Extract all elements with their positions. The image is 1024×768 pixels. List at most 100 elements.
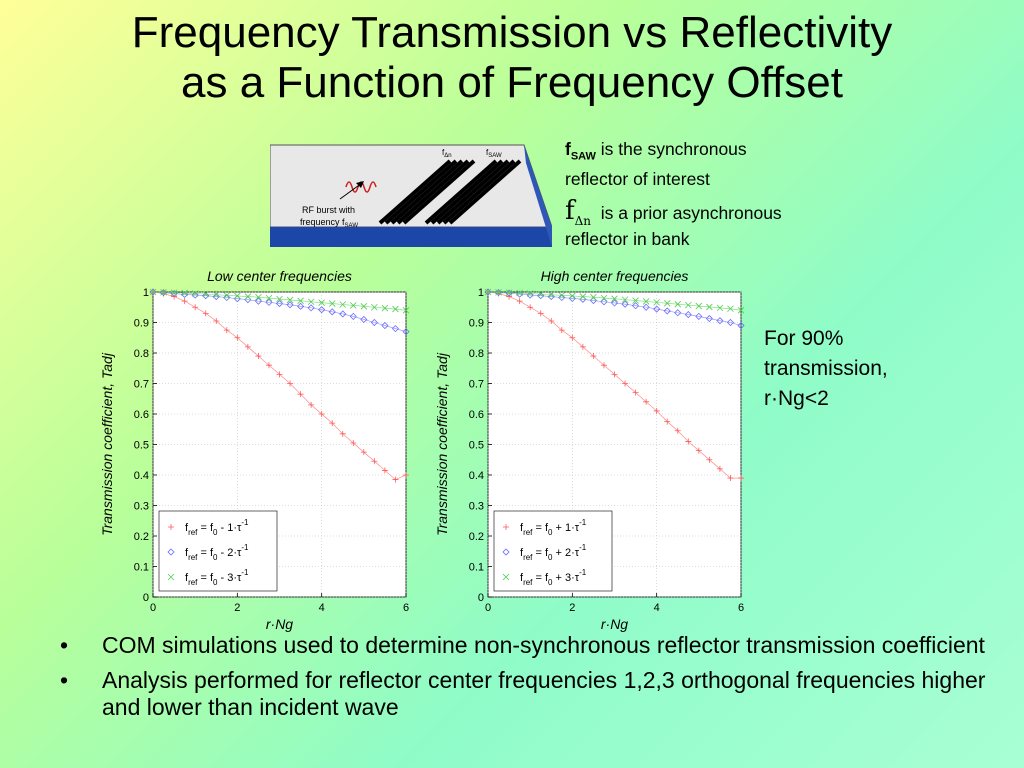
legend-part: = f <box>532 547 549 559</box>
diamond-marker <box>159 289 168 297</box>
plus-marker <box>287 380 294 387</box>
x-marker <box>160 289 167 296</box>
legend-part: -1 <box>579 518 587 527</box>
diamond-marker <box>600 298 608 306</box>
plus-marker <box>168 524 174 530</box>
rf-label-line-2: frequency fSAW <box>300 217 358 229</box>
y-tick-label: 1 <box>143 287 149 299</box>
bullet-text: COM simulations used to determine non-sy… <box>102 632 985 658</box>
diamond-marker <box>653 305 661 313</box>
x-marker <box>537 290 544 298</box>
x-marker <box>695 302 703 310</box>
plus-marker <box>537 310 544 317</box>
x-marker <box>569 292 576 300</box>
x-marker <box>590 293 597 301</box>
legend-part: 0 <box>213 578 218 587</box>
legend-part: + 2·τ <box>552 547 579 559</box>
y-tick-label: 0 <box>478 592 484 604</box>
diamond-marker <box>307 304 315 312</box>
fdn-text: is a prior asynchronous <box>600 203 782 223</box>
diamond-marker <box>632 302 640 310</box>
series-group <box>484 288 745 482</box>
x-tick-label: 4 <box>319 602 325 614</box>
diamond-marker <box>223 293 231 302</box>
chart-title: Low center frequencies <box>207 268 352 284</box>
bullet-item: • Analysis performed for reflector center… <box>60 667 1000 721</box>
y-tick-label: 0.7 <box>469 379 484 391</box>
series-group <box>149 288 410 483</box>
x-marker <box>181 289 188 297</box>
fdn-symbol: fΔn <box>565 196 591 228</box>
y-tick-label: 0.6 <box>469 409 484 421</box>
legend-part: ref <box>523 553 533 562</box>
series-line <box>487 291 742 326</box>
diamond-marker <box>494 289 503 297</box>
diamond-marker <box>370 318 378 327</box>
legend-entry: fref = f0 + 2·τ-1 <box>520 543 587 562</box>
diamond-marker <box>526 291 534 299</box>
diamond-marker <box>610 299 619 307</box>
plus-marker <box>653 407 660 414</box>
x-marker <box>674 300 682 308</box>
plus-marker <box>611 371 618 378</box>
plus-marker <box>308 401 315 408</box>
substrate-edge <box>524 145 552 247</box>
legend-part: ref <box>188 528 198 537</box>
plus-marker <box>265 362 272 369</box>
legend-part: = f <box>197 522 214 534</box>
diamond-marker <box>502 548 510 556</box>
legend-entry: fref = f0 + 3·τ-1 <box>520 568 587 587</box>
plus-marker <box>234 334 241 341</box>
x-marker <box>402 307 410 314</box>
y-axis-label: Transmission coefficient, Tadj <box>99 352 115 536</box>
legend-entry: fref = f0 - 3·τ-1 <box>185 568 249 587</box>
diamond-marker <box>254 297 262 305</box>
x-tick-label: 4 <box>654 602 660 614</box>
x-marker <box>286 296 294 304</box>
legend-part: + 3·τ <box>552 572 579 584</box>
legend-part: ref <box>523 578 533 587</box>
x-tick-label: 0 <box>150 602 156 614</box>
plus-marker <box>632 389 639 396</box>
y-tick-label: 0.6 <box>134 409 149 421</box>
plus-marker <box>674 427 681 434</box>
plus-marker <box>516 298 523 305</box>
plus-marker <box>329 420 336 427</box>
x-marker <box>318 299 325 306</box>
y-tick-label: 0.2 <box>469 531 484 543</box>
diamond-marker <box>716 317 724 325</box>
label-fdn: fΔn <box>442 148 452 159</box>
x-marker <box>328 300 336 307</box>
x-marker <box>495 289 502 296</box>
fsaw-text: is the synchronous <box>595 139 747 159</box>
x-marker <box>244 293 252 300</box>
y-tick-label: 0.5 <box>134 440 149 452</box>
diamond-marker <box>505 289 513 297</box>
y-tick-label: 0.7 <box>134 379 149 391</box>
diamond-marker <box>212 293 220 301</box>
x-marker <box>392 305 399 313</box>
plus-marker <box>202 310 209 317</box>
legend-part: 0 <box>213 553 218 562</box>
legend-box <box>158 510 278 592</box>
plus-marker <box>371 458 378 465</box>
x-marker <box>484 288 492 296</box>
diamond-marker <box>737 321 745 330</box>
x-marker <box>685 301 692 309</box>
plus-marker <box>381 467 388 474</box>
diamond-marker <box>360 315 368 324</box>
plus-marker <box>738 475 744 482</box>
y-tick-label: 0.3 <box>469 501 484 513</box>
legend-part: = f <box>532 522 549 534</box>
plus-marker <box>695 447 702 454</box>
diamond-marker <box>339 310 347 318</box>
legend-part: f <box>185 547 189 559</box>
series-line <box>152 291 407 332</box>
y-tick-label: 1 <box>478 287 484 299</box>
plus-marker <box>192 304 199 311</box>
x-marker <box>526 290 534 297</box>
diamond-marker <box>181 290 189 299</box>
title-line-1: Frequency Transmission vs Reflectivity <box>131 8 893 57</box>
